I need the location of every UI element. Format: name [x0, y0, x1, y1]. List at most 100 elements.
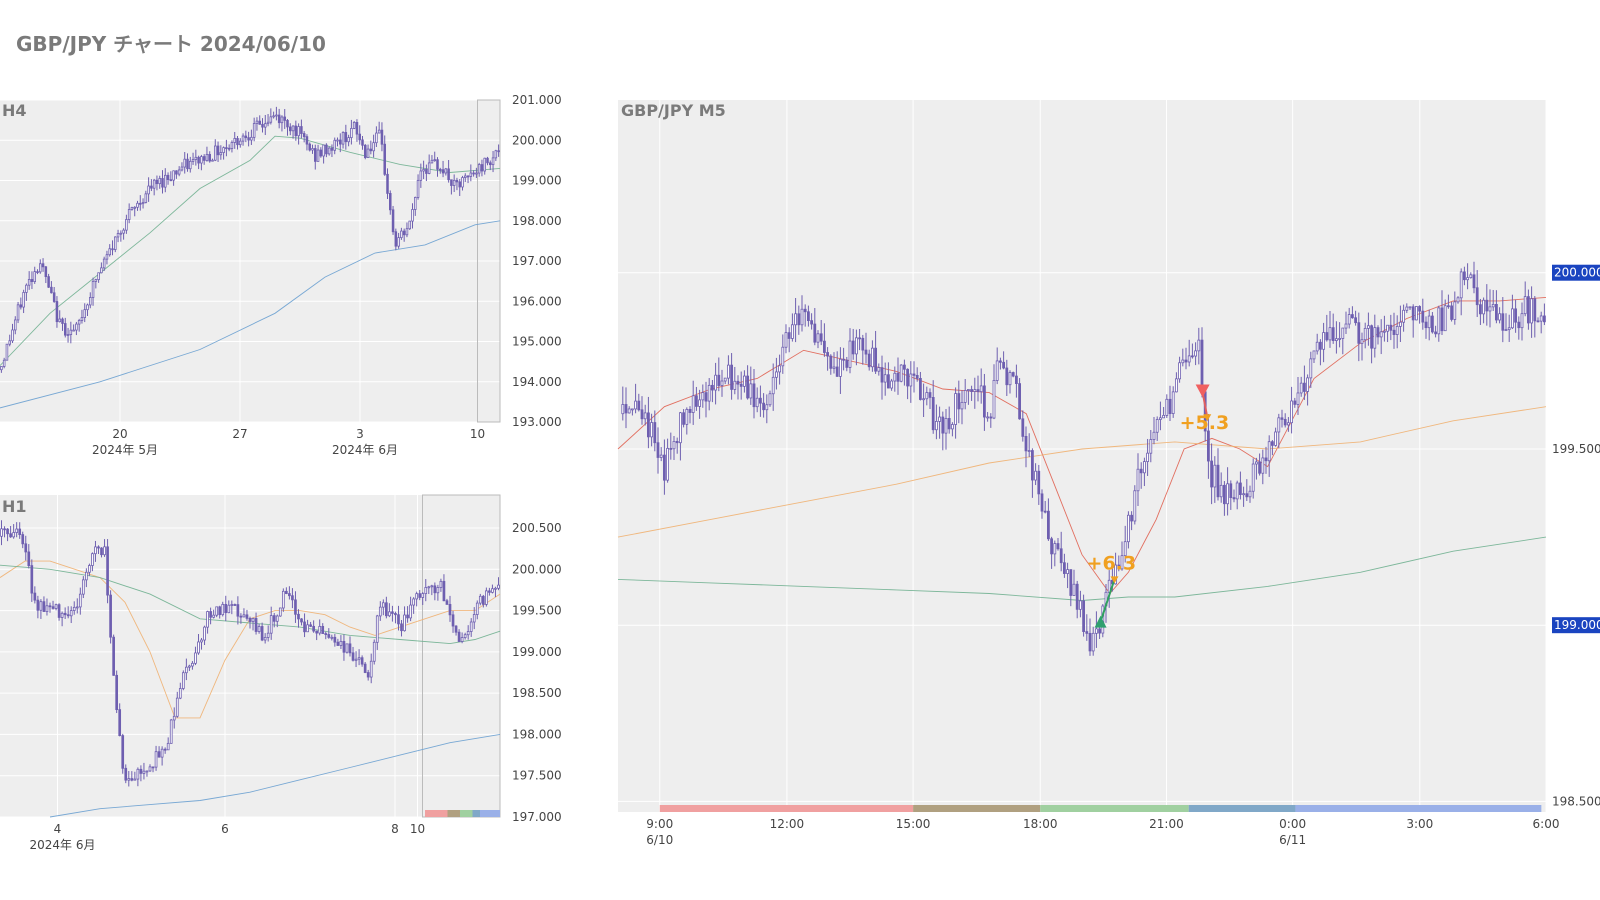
candle-body: [100, 267, 103, 274]
candle-body: [218, 606, 222, 616]
candle-body: [1367, 325, 1370, 329]
candle-body: [1539, 315, 1543, 322]
candle-body: [324, 633, 328, 635]
candle-body: [1069, 569, 1073, 596]
candle-body: [1469, 274, 1473, 279]
candle-body: [350, 128, 353, 138]
candle-body: [308, 143, 311, 151]
candle-body: [1216, 464, 1220, 498]
candle-body: [746, 375, 749, 399]
session-bar-segment: [472, 810, 480, 817]
candle-body: [355, 122, 359, 135]
candle-body: [475, 172, 478, 175]
candle-body: [286, 119, 289, 128]
candle-body: [1376, 327, 1380, 338]
candle-body: [336, 139, 339, 142]
candle-body: [1239, 482, 1242, 495]
candle-body: [348, 643, 352, 654]
candle-body: [97, 546, 100, 549]
candle-body: [480, 164, 484, 172]
moving-average-line: [617, 296, 1547, 595]
candle-body: [183, 158, 186, 168]
candle-body: [1232, 497, 1236, 500]
candle-body: [475, 602, 479, 615]
candle-body: [749, 383, 753, 399]
candle-body: [94, 279, 98, 282]
candle-body: [489, 162, 492, 166]
candle-body: [391, 209, 395, 233]
y-tick-label: 194.000: [512, 375, 562, 389]
candle-body: [1015, 375, 1018, 384]
candle-body: [321, 626, 325, 634]
x-tick-label: 4: [54, 822, 62, 836]
candle-body: [361, 139, 364, 146]
candle-body: [103, 546, 106, 556]
candle-body: [1229, 483, 1233, 498]
candle-body: [1235, 482, 1239, 500]
candle-body: [360, 657, 364, 665]
candle-body: [1130, 514, 1133, 522]
candle-body: [986, 416, 989, 419]
candle-body: [647, 412, 650, 438]
candle-body: [206, 611, 209, 628]
candle-body: [1226, 483, 1229, 505]
candle-body: [33, 592, 37, 601]
candle-body: [460, 637, 464, 642]
candle-body: [325, 144, 328, 155]
candle-body: [1187, 355, 1191, 363]
y-tick-label: 199.500: [512, 604, 562, 618]
candle-body: [951, 424, 954, 430]
candle-body: [312, 625, 315, 632]
candle-body: [1066, 569, 1069, 574]
candle-body: [1008, 372, 1012, 386]
candle-body: [1155, 419, 1159, 433]
candle-body: [452, 179, 456, 186]
candle-body: [345, 643, 349, 653]
candle-body: [826, 352, 829, 357]
candle-body: [136, 202, 139, 208]
candle-body: [139, 768, 143, 774]
y-tick-label: 197.000: [512, 254, 562, 268]
candle-body: [66, 614, 70, 617]
candle-body: [442, 580, 446, 602]
candle-body: [412, 598, 415, 606]
candle-body: [787, 332, 791, 339]
candle-body: [160, 748, 164, 758]
candle-body: [245, 614, 249, 619]
candle-body: [202, 156, 206, 161]
candle-body: [621, 404, 625, 415]
candle-body: [142, 770, 146, 774]
candle-body: [494, 150, 498, 159]
candle-body: [1472, 274, 1476, 289]
candle-body: [280, 116, 284, 124]
candle-body: [454, 625, 458, 633]
exit-marker-icon: [1203, 414, 1212, 422]
candle-body: [491, 588, 494, 593]
candle-body: [257, 626, 261, 632]
candle-body: [200, 639, 203, 643]
candle-body: [752, 383, 756, 408]
candle-body: [185, 666, 188, 674]
candle-body: [214, 145, 217, 161]
candle-body: [369, 660, 373, 678]
candle-body: [679, 412, 682, 444]
y-tick-label: 198.500: [512, 686, 562, 700]
candle-body: [275, 114, 278, 117]
candle-body: [941, 416, 945, 434]
candle-body: [41, 263, 45, 268]
candle-body: [1277, 417, 1281, 433]
candle-body: [768, 393, 772, 406]
candle-body: [200, 156, 203, 164]
candle-body: [1293, 400, 1297, 405]
candle-body: [1056, 543, 1060, 550]
candle-body: [147, 185, 150, 195]
candle-body: [1037, 470, 1041, 495]
moving-average-line: [0, 564, 501, 645]
candle-body: [58, 318, 61, 323]
candle-body: [704, 392, 708, 402]
candle-body: [1165, 398, 1169, 416]
candle-body: [1223, 484, 1226, 505]
candle-body: [22, 292, 25, 308]
candle-body: [1088, 632, 1092, 652]
candle-body: [400, 230, 403, 239]
